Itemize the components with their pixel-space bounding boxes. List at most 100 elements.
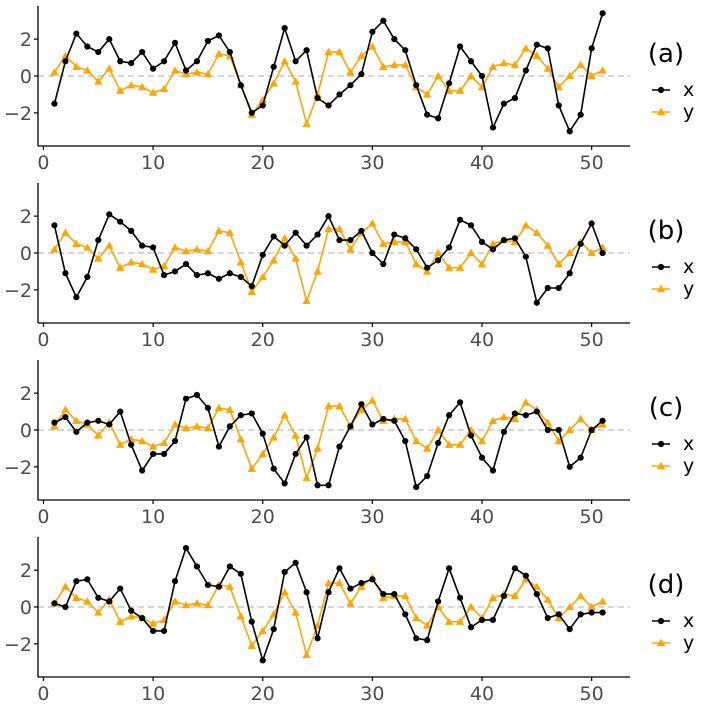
point-y [214,226,224,235]
point-x [424,264,431,271]
point-x [533,591,540,598]
point-x [128,441,135,448]
legend-label-x: x [683,610,694,632]
panel-label: (c) [649,393,684,423]
point-y [137,259,147,268]
point-y [532,582,542,590]
point-x [424,637,431,644]
x-tick-label: 40 [470,329,494,351]
point-y [412,259,421,268]
point-x [588,220,595,227]
point-x [325,102,332,109]
point-y [192,599,202,607]
x-tick-label: 10 [141,506,165,528]
point-y [192,68,202,76]
x-tick-label: 40 [470,152,494,174]
point-x [380,415,387,423]
point-y [346,599,355,607]
point-x [467,432,475,439]
legend-label-y: y [683,278,694,300]
point-x [446,244,453,251]
point-y [576,60,585,69]
point-y [412,436,421,445]
point-y [313,267,322,275]
x-tick-label: 30 [360,506,384,528]
x-tick-label: 30 [360,152,384,174]
y-tick-label: 0 [20,66,32,88]
point-x [150,627,157,635]
point-y [116,617,125,625]
point-y [280,234,289,242]
point-y [510,414,520,423]
point-y [488,239,498,247]
point-x [391,36,398,43]
point-y [247,464,256,472]
point-x [281,568,288,576]
point-x [511,410,518,417]
point-x [150,244,157,251]
point-x [391,417,398,424]
point-y [170,66,180,74]
point-x [489,616,497,623]
point-x [51,600,58,607]
point-x [347,423,354,430]
point-y [455,440,465,448]
point-y [565,71,574,80]
point-y [302,296,311,305]
point-y [433,425,443,434]
x-tick-label: 50 [580,506,604,528]
point-x [182,260,190,268]
point-x [62,414,69,421]
point-y [116,440,125,448]
x-tick-label: 10 [141,683,165,705]
point-x [566,463,573,470]
point-y [466,602,476,611]
point-y [72,62,81,70]
point-x [424,472,431,480]
point-x [555,611,562,618]
point-y [94,608,103,616]
point-x [237,273,244,281]
y-tick-label: −2 [4,280,32,302]
point-y [72,416,81,424]
point-y [576,414,585,423]
point-y [554,613,563,622]
point-x [467,624,475,631]
point-x [226,48,233,56]
point-x [511,235,518,242]
point-x [413,246,420,253]
point-x [599,249,606,257]
point-y [302,119,311,128]
point-y [554,436,563,445]
series-line-x [54,547,603,662]
point-y [543,64,552,72]
point-x [237,412,244,419]
point-x [599,609,606,616]
point-y [510,591,520,600]
point-y [433,71,443,80]
legend-label-y: y [683,101,694,123]
point-x [544,284,551,292]
point-y [94,77,103,85]
point-y [72,239,81,247]
point-x [566,270,573,277]
point-y [302,650,311,659]
point-y [61,405,70,413]
x-tick-label: 40 [470,683,494,705]
point-x [358,401,365,408]
point-y [422,444,432,452]
point-y [258,449,267,458]
point-y [412,613,421,622]
point-y [225,582,235,590]
point-y [61,582,70,590]
point-x [160,272,168,279]
point-y [335,578,344,587]
point-x [522,572,529,579]
point-y [598,597,607,605]
point-x [467,58,475,65]
point-x [160,627,168,635]
point-x [270,233,277,240]
point-x [73,428,80,435]
point-y [313,444,322,452]
point-x [435,439,442,446]
